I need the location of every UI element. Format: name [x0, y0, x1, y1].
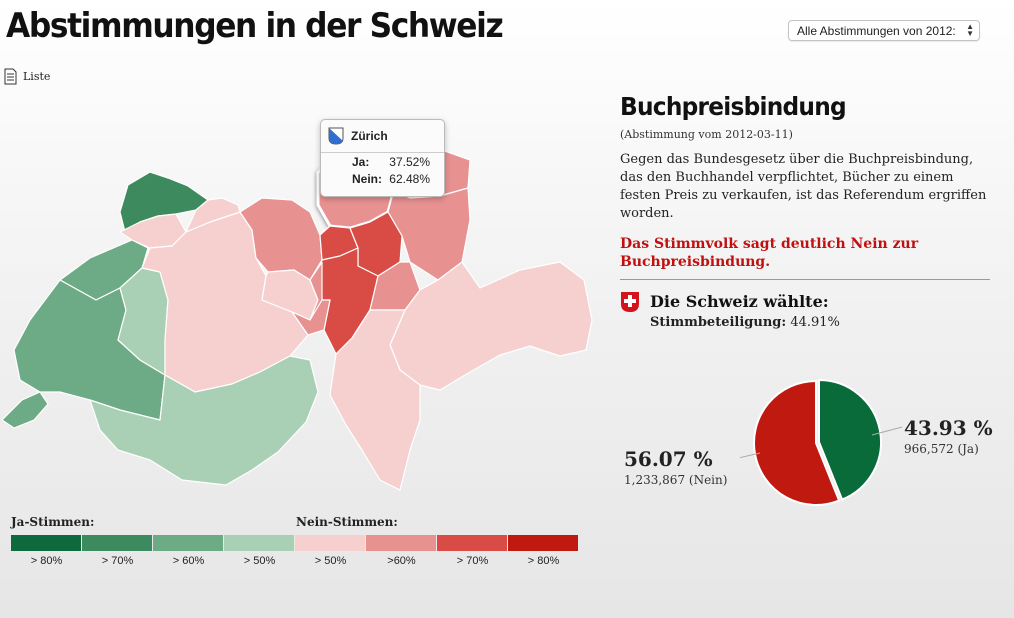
- list-link-label: Liste: [23, 70, 51, 83]
- swiss-flag-icon: [621, 292, 639, 312]
- list-link[interactable]: Liste: [4, 68, 50, 85]
- legend-label: > 80%: [527, 555, 560, 567]
- legend-swatch: [437, 535, 507, 551]
- turnout-label: Stimmbeteiligung:: [650, 315, 787, 330]
- legend-swatch: [295, 535, 365, 551]
- switzerland-map: [1, 139, 593, 491]
- pie-slice-yes: [818, 378, 882, 501]
- canton-tooltip: Zürich Ja: 37.52% Nein: 62.48%: [320, 119, 445, 197]
- legend-label: > 70%: [101, 555, 134, 567]
- turnout: Stimmbeteiligung: 44.91%: [650, 315, 840, 330]
- legend-label: > 80%: [30, 555, 63, 567]
- canton-coat-of-arms-icon: [328, 127, 344, 145]
- vote-year-select-value: Alle Abstimmungen von 2012:: [797, 24, 956, 38]
- tooltip-yes-label: Ja:: [352, 154, 370, 169]
- canton-geneve[interactable]: [1, 391, 49, 429]
- tooltip-canton-name: Zürich: [351, 129, 388, 143]
- pie-leader-no: [740, 452, 761, 459]
- tooltip-no-label: Nein:: [352, 171, 382, 186]
- legend-swatch: [11, 535, 81, 551]
- no-percent-label: 56.07 %: [624, 447, 713, 471]
- canton-solothurn[interactable]: [185, 197, 241, 233]
- legend-swatch: [508, 535, 578, 551]
- pie-slice-no: [753, 379, 841, 506]
- turnout-value: 44.91%: [790, 315, 840, 330]
- legend-swatch: [82, 535, 152, 551]
- tooltip-no-value: 62.48%: [389, 171, 430, 186]
- canton-valais[interactable]: [89, 355, 319, 486]
- legend-label: > 50%: [243, 555, 276, 567]
- legend-label: > 50%: [314, 555, 347, 567]
- vote-result-headline: Das Stimmvolk sagt deutlich Nein zur Buc…: [620, 236, 919, 270]
- page-title: Abstimmungen in der Schweiz: [6, 6, 504, 46]
- national-result-title: Die Schweiz wählte:: [650, 292, 829, 311]
- select-arrows-icon: ▲ ▼: [966, 22, 974, 38]
- yes-count-label: 966,572 (Ja): [904, 442, 979, 456]
- canton-basel-land[interactable]: [119, 171, 209, 233]
- vote-title: Buchpreisbindung: [620, 92, 847, 121]
- yes-percent-label: 43.93 %: [904, 416, 993, 440]
- legend-label: >60%: [387, 555, 416, 567]
- no-count-label: 1,233,867 (Nein): [624, 473, 728, 487]
- vote-description: Gegen das Bundesgesetz über die Buchprei…: [620, 152, 987, 221]
- legend-swatch: [224, 535, 294, 551]
- legend-swatch: [366, 535, 436, 551]
- divider: [620, 279, 990, 280]
- canton-ticino[interactable]: [329, 309, 421, 491]
- legend-labels: > 80% > 70% > 60% > 50% > 50% >60% > 70% > 80%: [11, 555, 579, 567]
- legend-no-caption: Nein-Stimmen:: [296, 515, 398, 529]
- legend-color-bar: [11, 535, 579, 551]
- legend-yes-caption: Ja-Stimmen:: [11, 515, 95, 529]
- tooltip-yes-value: 37.52%: [389, 154, 430, 169]
- document-list-icon: [4, 68, 17, 85]
- legend-label: > 70%: [456, 555, 489, 567]
- result-pie-chart: [740, 378, 903, 506]
- vote-date: (Abstimmung vom 2012-03-11): [620, 128, 793, 141]
- pie-leader-yes: [871, 426, 903, 436]
- legend-label: > 60%: [172, 555, 205, 567]
- canton-nidwalden[interactable]: [309, 261, 323, 321]
- legend-swatch: [153, 535, 223, 551]
- vote-year-select[interactable]: Alle Abstimmungen von 2012: ▲ ▼: [788, 20, 980, 41]
- vote-info-panel: Buchpreisbindung (Abstimmung vom 2012-03…: [620, 92, 992, 330]
- canton-graubunden[interactable]: [389, 261, 593, 391]
